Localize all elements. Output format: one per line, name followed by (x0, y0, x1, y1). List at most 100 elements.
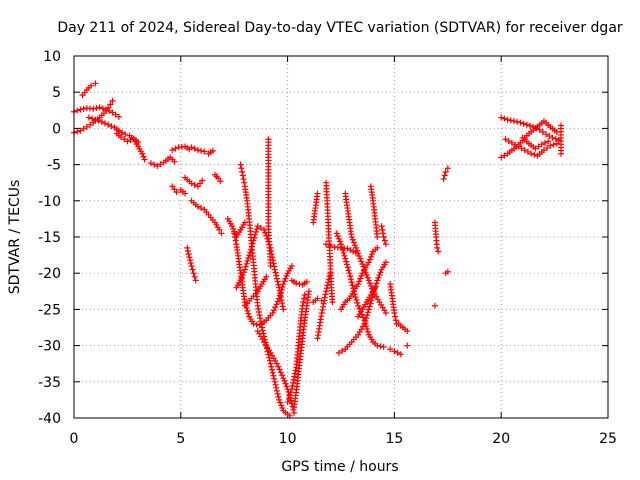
data-point (88, 82, 95, 89)
data-point (374, 277, 381, 284)
data-point (239, 172, 246, 179)
data-point (276, 284, 283, 291)
data-point (303, 278, 310, 285)
data-point (278, 297, 285, 304)
data-point (231, 230, 238, 237)
data-point (239, 272, 246, 279)
data-point (101, 120, 108, 127)
data-point (293, 280, 300, 287)
x-tick-label: 10 (279, 431, 297, 447)
data-point (360, 263, 367, 270)
series-arc-44 (442, 268, 451, 277)
data-point (267, 262, 274, 269)
data-point (198, 205, 205, 212)
data-point (344, 264, 351, 271)
data-point (282, 380, 289, 387)
data-point (444, 268, 451, 275)
data-point (362, 269, 369, 276)
y-tick-label: -30 (38, 339, 61, 355)
y-tick-label: -35 (38, 375, 61, 391)
series-arc-11 (188, 144, 216, 157)
data-point (504, 116, 511, 123)
data-point (360, 314, 367, 321)
data-point (274, 278, 281, 285)
y-tick-label: 0 (52, 121, 61, 137)
data-point (440, 176, 447, 183)
data-point (394, 349, 401, 356)
data-point (240, 269, 247, 276)
data-point (240, 176, 247, 183)
data-point (109, 109, 116, 116)
y-tick-label: -25 (38, 302, 61, 318)
data-point (157, 161, 164, 168)
grid-lines (74, 56, 608, 418)
data-point (277, 290, 284, 297)
data-point (498, 154, 505, 161)
data-point (521, 147, 528, 154)
data-point (241, 266, 248, 273)
data-point (277, 293, 284, 300)
series-arc-08 (169, 143, 193, 154)
series-arc-01 (71, 104, 122, 120)
data-point (109, 97, 116, 104)
data-point (218, 230, 225, 237)
data-point (538, 141, 545, 148)
y-tick-label: -10 (38, 194, 61, 210)
series-arc-37 (387, 281, 400, 327)
data-point (348, 279, 355, 286)
data-point (292, 367, 299, 374)
x-axis-label: GPS time / hours (281, 459, 398, 475)
data-point (365, 277, 372, 284)
series-arc-36 (378, 223, 389, 248)
data-point (354, 299, 361, 306)
data-point (346, 270, 353, 277)
data-point (340, 249, 347, 256)
data-point (77, 106, 84, 113)
data-point (254, 223, 261, 230)
data-point (558, 150, 565, 157)
data-point (338, 244, 345, 251)
data-point (279, 372, 286, 379)
data-point (323, 288, 330, 295)
data-point (327, 242, 334, 249)
data-point (347, 276, 354, 283)
data-point (339, 348, 346, 355)
data-point (382, 259, 389, 266)
data-point (498, 114, 505, 121)
data-point (511, 118, 518, 125)
data-point (341, 252, 348, 259)
data-point (275, 393, 282, 400)
series-arc-31 (335, 259, 389, 356)
data-point (362, 317, 369, 324)
data-point (286, 392, 293, 399)
data-point (364, 312, 371, 319)
data-point (518, 145, 525, 152)
series-arc-22 (288, 277, 310, 288)
data-point (140, 153, 147, 160)
data-point (271, 375, 278, 382)
data-point (273, 301, 280, 308)
data-point (382, 310, 389, 317)
data-point (268, 363, 275, 370)
data-point (334, 233, 341, 240)
data-point (184, 248, 191, 254)
data-point (270, 372, 277, 379)
data-point (523, 121, 530, 128)
data-point (237, 277, 244, 284)
data-point (349, 282, 356, 289)
data-point (514, 118, 521, 125)
data-point (187, 260, 194, 267)
data-point (374, 342, 381, 349)
data-point (397, 351, 404, 358)
data-point (124, 138, 131, 145)
data-point (269, 369, 276, 376)
data-point (367, 300, 374, 307)
data-point (350, 239, 357, 246)
data-point (404, 342, 411, 349)
data-point (366, 256, 373, 263)
data-point (279, 283, 286, 290)
data-point (229, 223, 236, 230)
data-point (364, 274, 371, 281)
data-point (139, 150, 146, 157)
data-point (434, 244, 441, 251)
